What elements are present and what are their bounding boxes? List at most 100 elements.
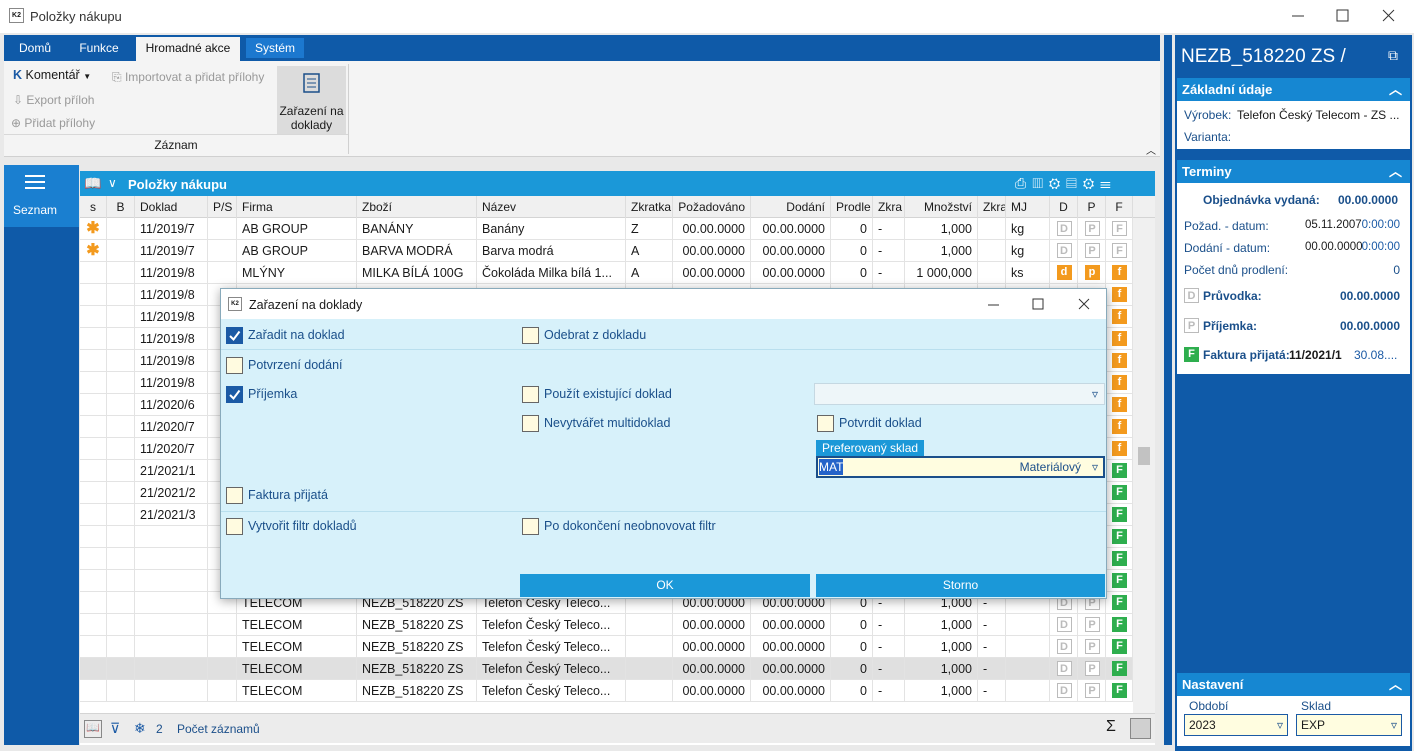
status-icon[interactable]: F (1112, 661, 1127, 676)
table-row[interactable]: TELECOM NEZB_518220 ZS Telefon Český Telec… (80, 658, 1133, 680)
scrollbar[interactable] (1133, 218, 1155, 713)
status-icon[interactable]: P (1084, 639, 1100, 654)
zarazeni-button[interactable]: Zařazení na doklady (277, 66, 346, 134)
table-row[interactable]: ✱ 11/2019/7 AB GROUP BANÁNY Banány Z 00.00.000… (80, 218, 1133, 240)
sklad-input[interactable]: MAT Materiálový ▿ (816, 456, 1105, 478)
status-icon[interactable]: F (1112, 485, 1127, 500)
checkbox-label[interactable]: Potvrdit doklad (839, 416, 922, 430)
checkbox-label[interactable]: Použít existující doklad (544, 387, 672, 401)
status-icon[interactable]: D (1056, 617, 1072, 632)
status-icon[interactable]: f (1112, 441, 1127, 456)
ribbon-collapse[interactable]: ︿ (1146, 146, 1156, 157)
column-header[interactable]: Množství (905, 196, 978, 218)
status-icon[interactable]: P (1084, 661, 1100, 676)
checkbox[interactable] (226, 518, 243, 535)
checkbox-label[interactable]: Příjemka (248, 387, 298, 401)
status-icon[interactable]: f (1112, 419, 1127, 434)
checkbox[interactable] (817, 415, 834, 432)
attach-button[interactable]: ⊕ Přidat přílohy (11, 116, 96, 130)
table-row[interactable]: TELECOM NEZB_518220 ZS Telefon Český Telec… (80, 614, 1133, 636)
column-header[interactable]: Doklad (135, 196, 208, 218)
grid-collapse[interactable]: ∨ (108, 176, 117, 190)
column-header[interactable]: P/S (208, 196, 237, 218)
sklad-select[interactable]: EXP ▿ (1296, 714, 1402, 736)
column-header[interactable]: s (80, 196, 107, 218)
status-icon[interactable]: p (1084, 265, 1100, 280)
grid-tools[interactable]: ⎙▥⚙▤⚙☰ (1015, 175, 1117, 191)
status-icon[interactable]: f (1112, 287, 1127, 302)
checkbox[interactable] (226, 357, 243, 374)
status-icon[interactable]: D (1056, 221, 1072, 236)
status-icon[interactable]: F (1112, 573, 1127, 588)
checkbox-label[interactable]: Odebrat z dokladu (544, 328, 647, 342)
status-icon[interactable]: F (1112, 463, 1127, 478)
ribbon-tab[interactable]: Domů (18, 41, 51, 55)
checkbox[interactable] (226, 487, 243, 504)
footer-sum[interactable]: Σ (1106, 718, 1116, 735)
status-icon[interactable]: d (1056, 265, 1072, 280)
komentar-button[interactable]: K Komentář ▼ (13, 68, 92, 82)
status-icon[interactable]: f (1112, 397, 1127, 412)
status-icon[interactable]: f (1112, 375, 1127, 390)
checkbox[interactable] (226, 327, 243, 344)
ribbon-tab[interactable]: Systém (246, 38, 304, 58)
checkbox-label[interactable]: Vytvořit filtr dokladů (248, 519, 357, 533)
footer-square[interactable] (1130, 718, 1151, 739)
column-header[interactable]: Zkratka (626, 196, 673, 218)
ribbon-tab[interactable]: Hromadné akce (136, 37, 240, 61)
checkbox[interactable] (522, 386, 539, 403)
field-value[interactable]: 11/2021/1 (1289, 348, 1342, 362)
column-header[interactable]: Požadováno (673, 196, 751, 218)
section-header[interactable]: Terminy ︿ (1177, 160, 1410, 183)
table-row[interactable]: TELECOM NEZB_518220 ZS Telefon Český Telec… (80, 636, 1133, 658)
status-icon[interactable]: f (1112, 353, 1127, 368)
status-icon[interactable]: F (1112, 507, 1127, 522)
nav-seznam[interactable]: Seznam (4, 165, 79, 227)
column-header[interactable]: MJ (1006, 196, 1050, 218)
table-row[interactable]: 11/2019/8 MLÝNY MILKA BÍLÁ 100G Čokoláda Mi… (80, 262, 1133, 284)
status-icon[interactable]: P (1084, 221, 1100, 236)
storno-button[interactable]: Storno (816, 574, 1105, 597)
obdobi-select[interactable]: 2023 ▿ (1184, 714, 1288, 736)
checkbox[interactable] (522, 327, 539, 344)
status-icon[interactable]: F (1112, 221, 1127, 236)
column-header[interactable]: D (1050, 196, 1078, 218)
checkbox-label[interactable]: Po dokončení neobnovovat filtr (544, 519, 716, 533)
column-header[interactable]: Zboží (357, 196, 477, 218)
checkbox[interactable] (522, 415, 539, 432)
checkbox-label[interactable]: Nevytvářet multidoklad (544, 416, 671, 430)
status-icon[interactable]: F (1112, 551, 1127, 566)
checkbox-label[interactable]: Faktura přijatá (248, 488, 328, 502)
column-header[interactable]: F (1106, 196, 1133, 218)
status-icon[interactable]: F (1112, 529, 1127, 544)
column-header[interactable]: Zkra (978, 196, 1006, 218)
status-icon[interactable]: P (1084, 243, 1100, 258)
section-header[interactable]: Základní údaje ︿ (1177, 78, 1410, 101)
detail-popout[interactable]: ⧉ (1388, 47, 1398, 63)
status-icon[interactable]: F (1112, 243, 1127, 258)
column-header[interactable]: Název (477, 196, 626, 218)
status-icon[interactable]: F (1112, 617, 1127, 632)
column-header[interactable]: Zkra (873, 196, 905, 218)
checkbox[interactable] (522, 518, 539, 535)
ok-button[interactable]: OK (520, 574, 810, 597)
status-icon[interactable]: D (1056, 661, 1072, 676)
status-icon[interactable]: f (1112, 309, 1127, 324)
status-icon[interactable]: F (1112, 595, 1127, 610)
footer-book[interactable]: 📖 (84, 720, 102, 738)
footer-filter[interactable]: ⊽ (110, 720, 121, 736)
checkbox-label[interactable]: Zařadit na doklad (248, 328, 345, 342)
export-button[interactable]: ⇩ Export příloh (13, 93, 95, 107)
status-icon[interactable]: D (1056, 639, 1072, 654)
checkbox-label[interactable]: Potvrzení dodání (248, 358, 343, 372)
import-button[interactable]: ⎘ Importovat a přidat přílohy (112, 70, 265, 84)
status-icon[interactable]: D (1056, 243, 1072, 258)
footer-freeze[interactable]: ❄ (134, 720, 146, 736)
status-icon[interactable]: F (1112, 639, 1127, 654)
status-icon[interactable]: f (1112, 331, 1127, 346)
ribbon-tab[interactable]: Funkce (79, 41, 119, 55)
status-icon[interactable]: P (1084, 683, 1100, 698)
status-icon[interactable]: f (1112, 265, 1127, 280)
scroll-thumb[interactable] (1138, 447, 1150, 465)
column-header[interactable]: Dodání (751, 196, 831, 218)
